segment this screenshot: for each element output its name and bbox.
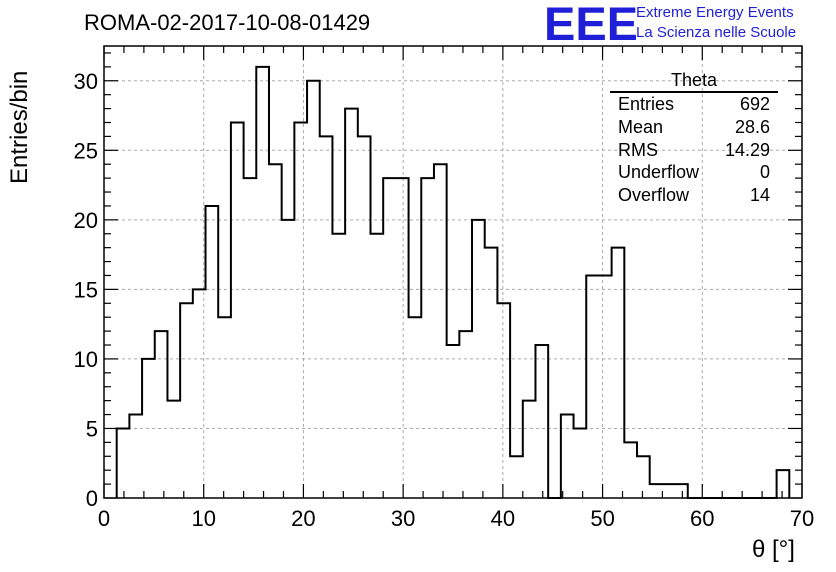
stats-label: Mean (618, 116, 664, 137)
y-axis-label: Entries/bin (6, 70, 33, 184)
logo-line-2: La Scienza nelle Scuole (636, 24, 797, 41)
stats-row-mean: Mean 28.6 (610, 116, 778, 139)
stats-row-rms: RMS 14.29 (610, 139, 778, 162)
stats-label: Entries (618, 94, 675, 114)
stats-value: 14 (749, 185, 770, 206)
x-tick-label: 0 (98, 506, 110, 531)
x-tick-label: 20 (291, 506, 315, 531)
chart-title: ROMA-02-2017-10-08-01429 (84, 10, 371, 35)
eee-logo-mark: EEE (544, 0, 638, 50)
x-tick-label: 60 (690, 506, 714, 531)
stats-row-overflow: Overflow 14 (610, 184, 778, 207)
x-tick-label: 10 (191, 506, 215, 531)
stats-value: 692 (739, 94, 770, 114)
stats-title: Theta (610, 70, 778, 93)
x-tick-label: 50 (590, 506, 614, 531)
stats-label: Underflow (618, 162, 700, 183)
axis-ticks (103, 46, 803, 499)
logo-line-1: Extreme Energy Events (636, 4, 794, 21)
histogram-line (115, 65, 791, 499)
y-tick-label: 5 (86, 416, 98, 441)
stats-label: Overflow (618, 185, 690, 206)
y-tick-label: 20 (74, 208, 98, 233)
y-tick-label: 0 (86, 486, 98, 511)
grid-lines (104, 46, 802, 498)
stats-value: 14.29 (724, 139, 770, 160)
stats-value: 0 (759, 162, 770, 183)
stats-row-entries: Entries 692 (610, 93, 778, 116)
x-tick-label: 70 (790, 506, 814, 531)
y-tick-label: 25 (74, 138, 98, 163)
x-axis-label: θ [°] (752, 536, 795, 563)
tick-labels: 0 10 20 30 40 50 60 70 0 5 10 15 20 25 30 (74, 69, 815, 531)
x-tick-label: 30 (391, 506, 415, 531)
eee-logo: EEE (544, 0, 638, 50)
y-tick-label: 15 (74, 277, 98, 302)
y-tick-label: 30 (74, 69, 98, 94)
y-tick-label: 10 (74, 347, 98, 372)
stats-label: RMS (618, 139, 658, 160)
stats-box: Theta Entries 692 Mean 28.6 RMS 14.29 Un… (610, 70, 778, 207)
eee-logo-text: EEE (544, 2, 636, 44)
x-tick-label: 40 (491, 506, 515, 531)
stats-value: 28.6 (734, 116, 770, 137)
stats-row-underflow: Underflow 0 (610, 161, 778, 184)
plot-frame (103, 45, 803, 499)
